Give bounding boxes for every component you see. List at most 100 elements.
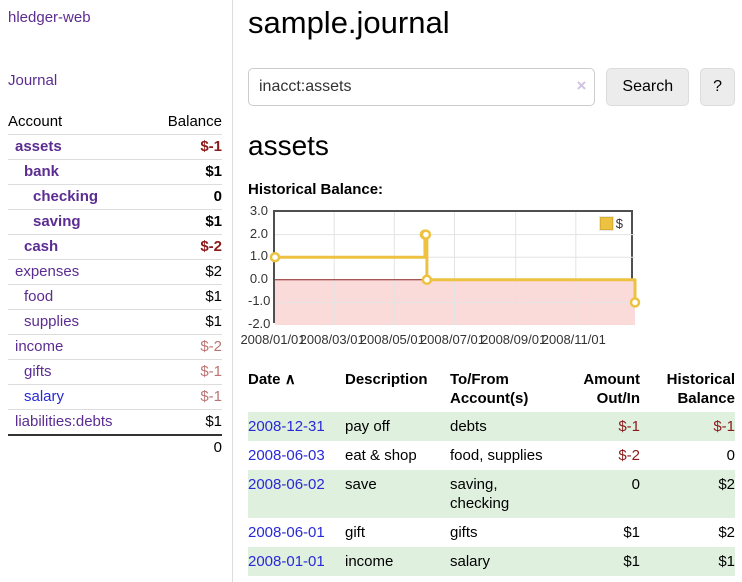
account-balance: $-1 <box>200 363 222 380</box>
sidebar-account-link[interactable]: income <box>15 338 64 355</box>
chart-plot-area: $ <box>269 210 641 325</box>
y-axis-tick-label: -1.0 <box>248 293 271 309</box>
account-balance: $-2 <box>200 238 222 255</box>
transaction-description: pay off <box>345 418 390 435</box>
sidebar-account-link[interactable]: assets <box>15 138 62 155</box>
transaction-accounts: saving, checking <box>450 476 510 512</box>
x-axis-tick-label: 2008/07/01 <box>419 332 486 347</box>
transaction-date-link[interactable]: 2008-12-31 <box>248 418 325 435</box>
search-button[interactable]: Search <box>606 68 690 106</box>
sidebar-account-row: assets $-1 <box>8 135 222 160</box>
sidebar-account-link[interactable]: food <box>24 288 54 305</box>
chart-legend: $ <box>598 215 624 232</box>
main-content: sample.journal × Search ? assets Histori… <box>240 0 735 576</box>
sidebar-account-link[interactable]: liabilities:debts <box>15 413 113 430</box>
series-color-swatch <box>599 217 613 230</box>
sidebar-account-link[interactable]: cash <box>24 238 59 255</box>
sidebar-account-row: saving $1 <box>8 210 222 235</box>
transaction-balance: $1 <box>718 553 735 570</box>
x-axis-tick-label: 2008/03/01 <box>299 332 365 347</box>
sidebar-account-link[interactable]: salary <box>24 388 65 405</box>
sidebar-account-row: supplies $1 <box>8 310 222 335</box>
register-header-row: Date ∧ Description To/From Account(s) Am… <box>248 368 735 412</box>
y-axis-tick-label: 2.0 <box>249 225 268 241</box>
transaction-balance: $2 <box>718 524 735 541</box>
balance-column-header: Balance <box>167 113 222 130</box>
register-table: Date ∧ Description To/From Account(s) Am… <box>248 368 735 576</box>
y-axis-tick-label: 1.0 <box>249 248 268 264</box>
y-axis-tick-label: 3.0 <box>249 203 268 218</box>
account-heading: assets <box>248 130 329 161</box>
sidebar-account-link[interactable]: checking <box>33 188 99 205</box>
x-axis-tick-label: 2008/05/01 <box>359 332 425 347</box>
accounts-total-value: 0 <box>213 439 222 456</box>
account-balance: $2 <box>205 263 222 280</box>
account-balance: 0 <box>213 188 222 205</box>
sidebar-account-link[interactable]: gifts <box>24 363 52 380</box>
transaction-amount: $1 <box>623 524 640 541</box>
sidebar-account-row: salary $-1 <box>8 385 222 410</box>
transaction-date-link[interactable]: 2008-01-01 <box>248 553 325 570</box>
account-balance: $-1 <box>200 388 222 405</box>
transaction-date-link[interactable]: 2008-06-03 <box>248 447 325 464</box>
accounts-total-row: 0 <box>8 434 222 459</box>
x-axis-tick-label: 2008/11/01 <box>541 332 606 347</box>
clear-search-icon[interactable]: × <box>576 76 587 95</box>
sidebar-account-row: bank $1 <box>8 160 222 185</box>
date-column-header[interactable]: Date ∧ <box>248 371 296 388</box>
transaction-amount: 0 <box>631 476 640 493</box>
account-balance: $1 <box>205 313 222 330</box>
account-balance: $-2 <box>200 338 222 355</box>
transaction-balance: 0 <box>726 447 735 464</box>
account-column-header: Account <box>8 113 63 130</box>
sidebar-account-row: expenses $2 <box>8 260 222 285</box>
transaction-accounts: food, supplies <box>450 447 543 464</box>
sidebar-account-link[interactable]: bank <box>24 163 60 180</box>
table-row: 2008-06-01 gift gifts $1 $2 <box>248 518 735 547</box>
sidebar-account-link[interactable]: supplies <box>24 313 80 330</box>
search-bar: × Search ? <box>248 68 735 106</box>
historical-balance-chart: $ 3.0 2.0 1.0 0.0 -1.0 -2.0 2008/01/01 2008/03/… <box>240 203 735 347</box>
accounts-column-header: To/From Account(s) <box>450 371 529 407</box>
balance-column-header-register: Historical Balance <box>666 371 735 407</box>
transaction-amount: $-2 <box>618 447 640 464</box>
account-balance: $1 <box>205 413 222 430</box>
sidebar-account-link[interactable]: saving <box>33 213 81 230</box>
transaction-description: gift <box>345 524 366 541</box>
sidebar: hledger-web Journal Account Balance asse… <box>0 0 233 582</box>
app-brand-link[interactable]: hledger-web <box>8 9 91 26</box>
y-axis-tick-label: -2.0 <box>248 316 271 331</box>
table-row: 2008-06-02 save saving, checking 0 $2 <box>248 470 735 518</box>
chart-section-label: Historical Balance: <box>248 181 384 198</box>
account-balance: $1 <box>205 163 222 180</box>
transaction-amount: $-1 <box>618 418 640 435</box>
transaction-accounts: salary <box>450 553 491 570</box>
transaction-description: save <box>345 476 377 493</box>
transaction-date-link[interactable]: 2008-06-01 <box>248 524 325 541</box>
transaction-date-link[interactable]: 2008-06-02 <box>248 476 325 493</box>
transaction-amount: $1 <box>623 553 640 570</box>
sort-ascending-icon: ∧ <box>284 371 296 388</box>
sidebar-accounts-table: Account Balance assets $-1 bank $1 checking 0… <box>8 110 222 459</box>
sidebar-account-row: checking 0 <box>8 185 222 210</box>
sidebar-account-row: income $-2 <box>8 335 222 360</box>
nav-journal-link[interactable]: Journal <box>8 72 58 89</box>
accounts-table-header: Account Balance <box>8 110 222 135</box>
sidebar-account-row: cash $-2 <box>8 235 222 260</box>
transaction-description: income <box>345 553 394 570</box>
help-button[interactable]: ? <box>700 68 735 106</box>
sidebar-account-row: liabilities:debts $1 <box>8 410 222 434</box>
account-balance: $1 <box>205 213 222 230</box>
description-column-header: Description <box>345 371 428 388</box>
sidebar-account-row: food $1 <box>8 285 222 310</box>
transaction-balance: $-1 <box>713 418 735 435</box>
account-balance: $1 <box>205 288 222 305</box>
account-balance: $-1 <box>200 138 222 155</box>
transaction-accounts: debts <box>450 418 487 435</box>
search-input[interactable] <box>248 68 596 106</box>
table-row: 2008-12-31 pay off debts $-1 $-1 <box>248 412 735 441</box>
series-label: $ <box>615 216 623 231</box>
x-axis-tick-label: 2008/01/01 <box>240 332 306 347</box>
sidebar-account-link[interactable]: expenses <box>15 263 80 280</box>
transaction-balance: $2 <box>718 476 735 493</box>
